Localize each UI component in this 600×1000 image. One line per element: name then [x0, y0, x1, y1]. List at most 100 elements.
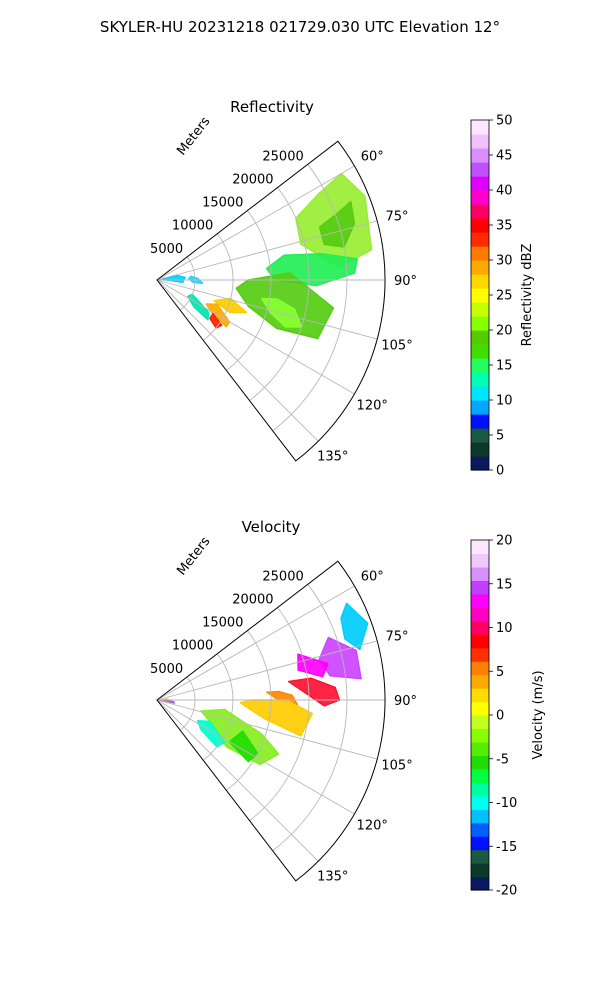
- colorbar-segment: [471, 701, 489, 716]
- azimuth-spoke-105: [156, 279, 378, 340]
- theta-tick-label: 90°: [394, 694, 417, 709]
- colorbar-segment: [471, 674, 489, 689]
- colorbar-segment: [471, 302, 489, 317]
- colorbar-segment: [471, 849, 489, 864]
- colorbar-tick-label: 10: [496, 394, 513, 409]
- radial-axis-label: Meters: [174, 534, 213, 578]
- colorbar-segment: [471, 442, 489, 457]
- colorbar-tick-label: 45: [496, 149, 513, 164]
- colorbar-segment: [471, 593, 489, 608]
- range-ring-5000: [179, 256, 196, 311]
- range-ring-10000: [202, 233, 234, 341]
- colorbar-segment: [471, 540, 489, 555]
- theta-tick-label: 105°: [381, 758, 412, 773]
- colorbar-segment: [471, 795, 489, 810]
- colorbar-segment: [471, 372, 489, 387]
- colorbar-segment: [471, 876, 489, 891]
- colorbar-segment: [471, 148, 489, 163]
- reflectivity-colorbar: 0 5 10 15 20 25 30 35 40 45 50: [470, 114, 513, 479]
- azimuth-spoke-135: [156, 699, 319, 862]
- azimuth-spoke-120: [156, 699, 355, 815]
- colorbar-tick-label: 40: [496, 184, 513, 199]
- colorbar-segment: [471, 728, 489, 743]
- colorbar-segment: [471, 553, 489, 568]
- velocity-panel: Velocity Meters 5000 10000 15000 20000 25000…: [150, 518, 546, 899]
- colorbar-tick-label: 20: [496, 324, 513, 339]
- colorbar-segment: [471, 414, 489, 429]
- colorbar-tick-label: 15: [496, 359, 513, 374]
- colorbar-segment: [471, 620, 489, 635]
- colorbar-segment: [471, 274, 489, 289]
- colorbar-segment: [471, 836, 489, 851]
- echo-region-0: [340, 602, 369, 651]
- radial-tick-labels: 5000 10000 15000 20000 25000: [150, 569, 304, 677]
- colorbar-segment: [471, 755, 489, 770]
- reflectivity-panel: Reflectivity Meters 5000 10000 15000 20000 2…: [150, 98, 535, 479]
- range-ring-15000: [226, 210, 272, 371]
- sector-outline: [156, 140, 386, 462]
- radial-tick-label: 20000: [232, 172, 273, 187]
- colorbar-segment: [471, 134, 489, 149]
- colorbar-segment: [471, 232, 489, 247]
- colorbar-label: Reflectivity dBZ: [520, 244, 535, 347]
- sector-outline: [156, 560, 386, 882]
- colorbar-segment: [471, 400, 489, 415]
- radial-tick-label: 10000: [172, 219, 213, 234]
- theta-tick-label: 60°: [361, 570, 384, 585]
- colorbar-tick-label: -10: [496, 796, 517, 811]
- colorbar-segment: [471, 204, 489, 219]
- velocity-colorbar: -20 -15 -10 -5 0 5 10 15 20: [470, 534, 517, 899]
- colorbar-segment: [471, 809, 489, 824]
- colorbar-segment: [471, 661, 489, 676]
- colorbar-segment: [471, 566, 489, 581]
- colorbar-segment: [471, 688, 489, 703]
- polar-grid: [156, 164, 385, 442]
- theta-tick-label: 105°: [381, 338, 412, 353]
- azimuth-spoke-60: [156, 585, 355, 701]
- polar-grid: [156, 584, 385, 862]
- colorbar-label: Velocity (m/s): [531, 670, 546, 759]
- range-ring-15000: [226, 630, 272, 791]
- range-ring-20000: [249, 187, 310, 401]
- panel-title: Reflectivity: [230, 98, 314, 116]
- theta-tick-labels: 60° 75° 90° 105° 120° 135°: [317, 570, 417, 885]
- radial-tick-label: 15000: [202, 196, 243, 211]
- colorbar-tick-label: -20: [496, 884, 517, 899]
- colorbar-segment: [471, 607, 489, 622]
- panel-title: Velocity: [242, 518, 301, 536]
- radial-axis-label: Meters: [174, 114, 213, 158]
- range-ring-10000: [202, 653, 234, 761]
- theta-tick-label: 75°: [386, 630, 409, 645]
- colorbar-segment: [471, 316, 489, 331]
- colorbar-tick-label: 5: [496, 429, 504, 444]
- azimuth-spoke-60: [156, 165, 355, 281]
- colorbar-segment: [471, 715, 489, 730]
- range-ring-25000: [272, 164, 348, 432]
- colorbar-segment: [471, 260, 489, 275]
- colorbar-segment: [471, 288, 489, 303]
- colorbar-tick-label: 50: [496, 114, 513, 129]
- colorbar-segment: [471, 647, 489, 662]
- azimuth-spoke-120: [156, 279, 355, 395]
- theta-tick-labels: 60° 75° 90° 105° 120° 135°: [317, 150, 417, 465]
- colorbar-segment: [471, 190, 489, 205]
- colorbar-segment: [471, 782, 489, 797]
- range-ring-25000: [272, 584, 348, 852]
- theta-tick-label: 60°: [361, 150, 384, 165]
- colorbar-segment: [471, 456, 489, 471]
- colorbar-segment: [471, 120, 489, 135]
- colorbar-tick-label: 0: [496, 709, 504, 724]
- colorbar-tick-label: 15: [496, 577, 513, 592]
- colorbar-segment: [471, 634, 489, 649]
- colorbar-tick-label: 30: [496, 254, 513, 269]
- radial-tick-label: 5000: [150, 242, 183, 257]
- theta-tick-label: 120°: [357, 818, 388, 833]
- colorbar-tick-label: 25: [496, 289, 513, 304]
- colorbar-tick-label: 35: [496, 219, 513, 234]
- azimuth-spoke-75: [156, 640, 378, 701]
- radial-tick-label: 25000: [262, 569, 303, 584]
- echo-region-11: [167, 700, 175, 704]
- colorbar-segment: [471, 330, 489, 345]
- colorbar-tick-label: -15: [496, 840, 517, 855]
